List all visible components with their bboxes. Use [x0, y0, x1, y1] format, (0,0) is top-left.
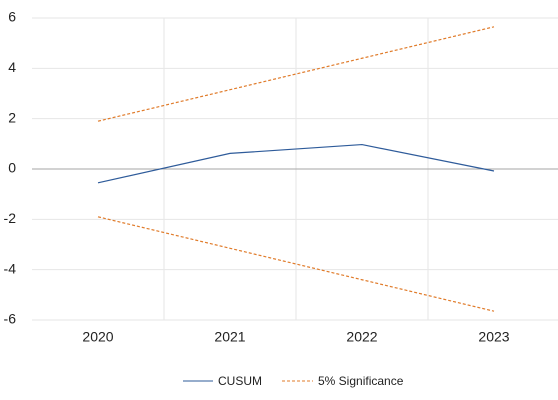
series-line — [97, 143, 495, 184]
series-line — [97, 26, 495, 122]
legend-label: CUSUM — [218, 374, 262, 388]
y-tick-label: -6 — [4, 311, 17, 327]
legend-label: 5% Significance — [318, 374, 404, 388]
y-tick-label: 4 — [8, 59, 16, 75]
legend: CUSUM 5% Significance — [183, 374, 404, 388]
y-tick-label: -4 — [4, 260, 17, 276]
x-tick-label: 2020 — [82, 329, 113, 345]
x-tick-label: 2023 — [478, 329, 509, 345]
x-tick-label: 2022 — [346, 329, 377, 345]
y-tick-label: 2 — [8, 109, 16, 125]
y-tick-label: 6 — [8, 9, 16, 25]
y-tick-label: 0 — [8, 160, 16, 176]
series-line — [97, 216, 495, 312]
y-tick-label: -2 — [4, 210, 17, 226]
x-tick-label: 2021 — [214, 329, 245, 345]
